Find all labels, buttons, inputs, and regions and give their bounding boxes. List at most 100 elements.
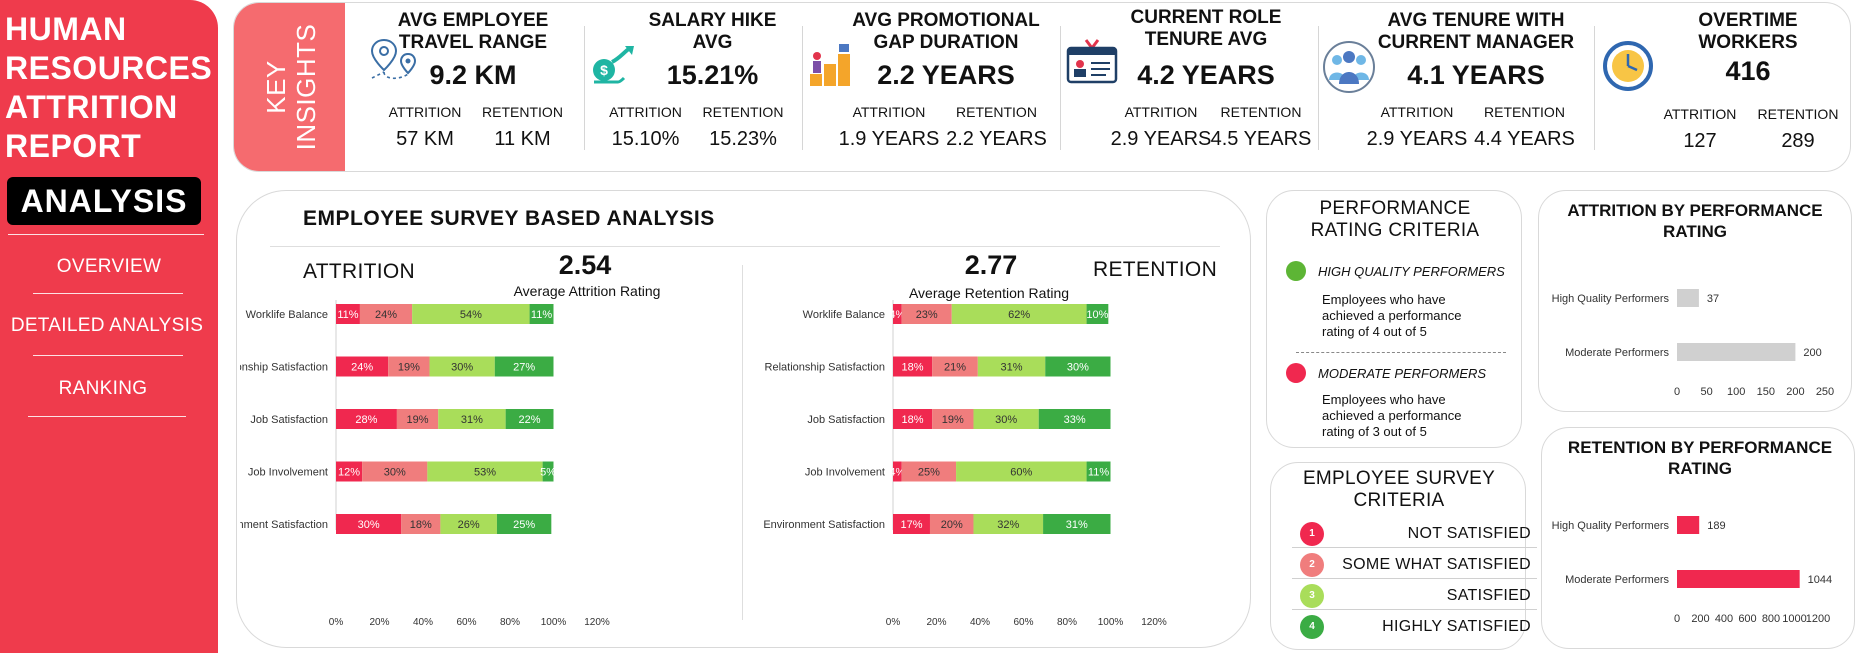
- bar-segment-relationship-satisfaction-1: [336, 356, 389, 377]
- kpi-value: 15.21%: [666, 60, 759, 90]
- bar-segment-environment-satisfaction-4: [496, 514, 552, 534]
- bar-segment-job-satisfaction-2: [396, 409, 439, 429]
- x-tick-label: 100%: [541, 617, 567, 628]
- kpi-divider: [1060, 26, 1061, 150]
- kpi-retention-label: RETENTION: [482, 104, 563, 120]
- category-label-relationship-satisfaction: Relationship Satisfaction: [240, 362, 328, 374]
- kpi-promotion-gap: AVG PROMOTIONAL GAP DURATION 2.2 YEARS A…: [806, 2, 1056, 170]
- bar-segment-environment-satisfaction-1: [336, 514, 402, 534]
- bar-segment-environment-satisfaction-3: [440, 514, 497, 534]
- x-tick-label: 80%: [1057, 617, 1077, 628]
- nav-item-detailed-analysis[interactable]: DETAILED ANALYSIS: [10, 315, 204, 336]
- retention-by-performance-title: RETENTION BY PERFORMANCE RATING: [1550, 437, 1850, 479]
- card-title-line: PERFORMANCE: [1319, 198, 1471, 219]
- kpi-attrition-value: 57 KM: [396, 128, 454, 150]
- kpi-attrition-label: ATTRITION: [609, 104, 682, 120]
- performance-criteria-title: PERFORMANCE RATING CRITERIA: [1270, 198, 1520, 242]
- nav-item-overview[interactable]: OVERVIEW: [56, 256, 162, 277]
- kpi-manager-tenure: AVG TENURE WITH CURRENT MANAGER 4.1 YEAR…: [1322, 2, 1590, 170]
- x-tick-label: 250: [1816, 386, 1834, 398]
- data-label-worklife-balance-2: 23%: [916, 309, 938, 321]
- desc-line: achieved a performance: [1322, 308, 1462, 323]
- bar-high-quality-performers: [1677, 289, 1699, 307]
- desc-line: Employees who have: [1322, 392, 1446, 407]
- nav-item-analysis-active[interactable]: ANALYSIS: [7, 177, 201, 225]
- nav-divider: [33, 355, 183, 356]
- card-title-text: ATTRITION BY PERFORMANCE RATING: [1567, 201, 1823, 241]
- data-label-worklife-balance-4: 11%: [531, 309, 552, 321]
- data-label-environment-satisfaction-4: 25%: [513, 519, 535, 531]
- kpi-retention-label: RETENTION: [702, 104, 784, 120]
- bar-segment-job-involvement-2: [901, 461, 957, 482]
- kpi-value: 4.1 YEARS: [1407, 60, 1545, 90]
- category-label-moderate-performers: Moderate Performers: [1565, 574, 1669, 586]
- kpi-value: 4.2 YEARS: [1137, 60, 1275, 90]
- data-label-moderate-performers: 1044: [1808, 574, 1832, 586]
- kpi-title-line: OVERTIME: [1698, 10, 1798, 31]
- kpi-salary-hike: $ SALARY HIKE AVG 15.21% ATTRITION RETEN…: [590, 2, 800, 170]
- x-tick-label: 200: [1786, 386, 1804, 398]
- x-tick-label: 20%: [926, 617, 946, 628]
- attrition-avg-caption: Average Attrition Rating: [513, 283, 661, 299]
- kpi-title: OVERTIME WORKERS: [1660, 10, 1836, 54]
- bar-segment-worklife-balance-2: [359, 304, 413, 324]
- x-tick-label: 40%: [970, 617, 990, 628]
- data-label-job-satisfaction-1: 28%: [355, 414, 377, 426]
- x-tick-label: 40%: [413, 617, 433, 628]
- bar-segment-worklife-balance-1: [336, 304, 360, 324]
- bar-segment-worklife-balance-3: [412, 304, 530, 324]
- report-title: HUMAN RESOURCES ATTRITION REPORT: [5, 10, 215, 166]
- nav-divider: [33, 293, 183, 294]
- kpi-retention-value: 4.5 YEARS: [1210, 128, 1312, 150]
- x-tick-label: 1000: [1782, 613, 1806, 625]
- nav-item-ranking[interactable]: RANKING: [58, 378, 148, 399]
- attrition-by-performance-title: ATTRITION BY PERFORMANCE RATING: [1545, 200, 1845, 242]
- data-label-job-involvement-1: 12%: [338, 467, 360, 479]
- bar-segment-relationship-satisfaction-3: [977, 356, 1046, 377]
- card-title-line: RATING CRITERIA: [1310, 220, 1480, 241]
- data-label-relationship-satisfaction-4: 27%: [513, 362, 535, 374]
- report-title-line: HUMAN: [5, 11, 127, 47]
- kpi-retention-value: 11 KM: [494, 128, 551, 150]
- bar-high-quality-performers: [1677, 516, 1700, 534]
- x-tick-label: 60%: [456, 617, 476, 628]
- bar-segment-job-involvement-4: [542, 461, 554, 482]
- x-tick-label: 50: [1700, 386, 1712, 398]
- x-tick-label: 0: [1674, 613, 1680, 625]
- data-label-relationship-satisfaction-1: 18%: [902, 362, 924, 374]
- bar-segment-job-satisfaction-1: [336, 409, 397, 429]
- criteria-label: SOME WHAT SATISFIED: [1342, 556, 1531, 573]
- data-label-moderate-performers: 200: [1803, 347, 1821, 359]
- category-label-job-satisfaction: Job Satisfaction: [807, 414, 885, 426]
- kpi-attrition-value: 2.9 YEARS: [1110, 128, 1212, 150]
- bar-segment-environment-satisfaction-3: [973, 514, 1044, 534]
- kpi-retention-value: 289: [1781, 130, 1815, 152]
- key-insights-tab: KEY INSIGHTS: [234, 3, 348, 171]
- data-label-job-satisfaction-4: 33%: [1064, 414, 1086, 426]
- id-badge-icon: [1066, 39, 1118, 84]
- kpi-attrition-label: ATTRITION: [1124, 104, 1198, 120]
- category-label-job-involvement: Job Involvement: [248, 467, 328, 479]
- kpi-divider: [1594, 26, 1595, 150]
- bar-segment-job-involvement-1: [336, 461, 363, 482]
- desc-line: rating of 3 out of 5: [1322, 424, 1427, 439]
- bar-segment-job-satisfaction-3: [438, 409, 506, 429]
- high-quality-label: HIGH QUALITY PERFORMERS: [1318, 264, 1505, 279]
- data-label-job-satisfaction-2: 19%: [942, 414, 964, 426]
- bar-segment-job-satisfaction-2: [932, 409, 974, 429]
- bar-segment-job-satisfaction-4: [1038, 409, 1111, 429]
- data-label-environment-satisfaction-1: 17%: [900, 519, 922, 531]
- desc-line: achieved a performance: [1322, 408, 1462, 423]
- salary-growth-icon: $: [593, 46, 634, 84]
- category-label-moderate-performers: Moderate Performers: [1565, 347, 1669, 359]
- data-label-worklife-balance-4: 10%: [1086, 309, 1108, 321]
- data-label-job-involvement-3: 60%: [1010, 467, 1032, 479]
- bar-moderate-performers: [1677, 343, 1796, 361]
- criteria-row-satisfied: 3 SATISFIED: [1292, 582, 1537, 610]
- kpi-title-line: CURRENT MANAGER: [1377, 32, 1575, 53]
- kpi-value: 416: [1725, 56, 1771, 86]
- data-label-worklife-balance-2: 24%: [375, 309, 397, 321]
- kpi-attrition-value: 15.10%: [611, 128, 680, 150]
- high-quality-dot-icon: [1286, 261, 1306, 281]
- criteria-label: SATISFIED: [1446, 587, 1531, 604]
